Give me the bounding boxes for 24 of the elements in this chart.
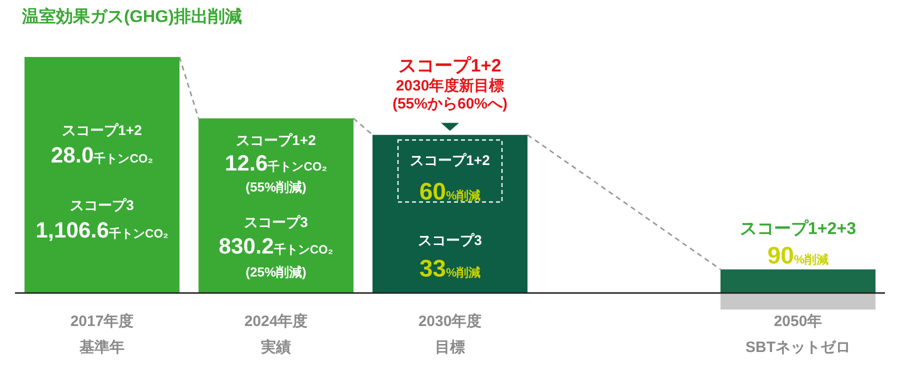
annotation: スコープ1+2 xyxy=(236,132,316,148)
chart-title: 温室効果ガス(GHG)排出削減 xyxy=(21,7,242,26)
annotation: スコープ3 xyxy=(418,232,482,248)
annotation: スコープ1+2+3 xyxy=(740,218,856,238)
annotation: (55%から60%へ) xyxy=(392,95,508,112)
x-tick-label: 2050年SBTネットゼロ xyxy=(746,313,850,356)
annotation: スコープ1+2 xyxy=(398,55,502,76)
annotation: スコープ1+2 xyxy=(410,152,490,168)
annotation: (55%削減) xyxy=(246,180,306,195)
annotation: (25%削減) xyxy=(246,264,306,280)
annotation: 1,106.6千トンCO₂ xyxy=(36,218,168,243)
annotation: スコープ3 xyxy=(244,214,308,230)
annotation: 12.6千トンCO₂ xyxy=(224,150,328,176)
annotation: 33%削減 xyxy=(419,255,481,282)
annotation: 60%削減 xyxy=(419,178,481,206)
x-tick-label: 2017年度基準年 xyxy=(70,312,134,356)
annotation: 2030年度新目標 xyxy=(396,76,504,94)
x-tick-label: 2024年度実績 xyxy=(244,312,308,356)
x-tick-label: 2030年度目標 xyxy=(418,312,482,356)
annotation: 28.0千トンCO₂ xyxy=(50,142,154,168)
annotation: スコープ1+2 xyxy=(62,122,142,138)
annotation: 830.2千トンCO₂ xyxy=(218,234,334,259)
annotation: スコープ3 xyxy=(70,196,134,213)
annotation: 90%削減 xyxy=(767,242,829,270)
